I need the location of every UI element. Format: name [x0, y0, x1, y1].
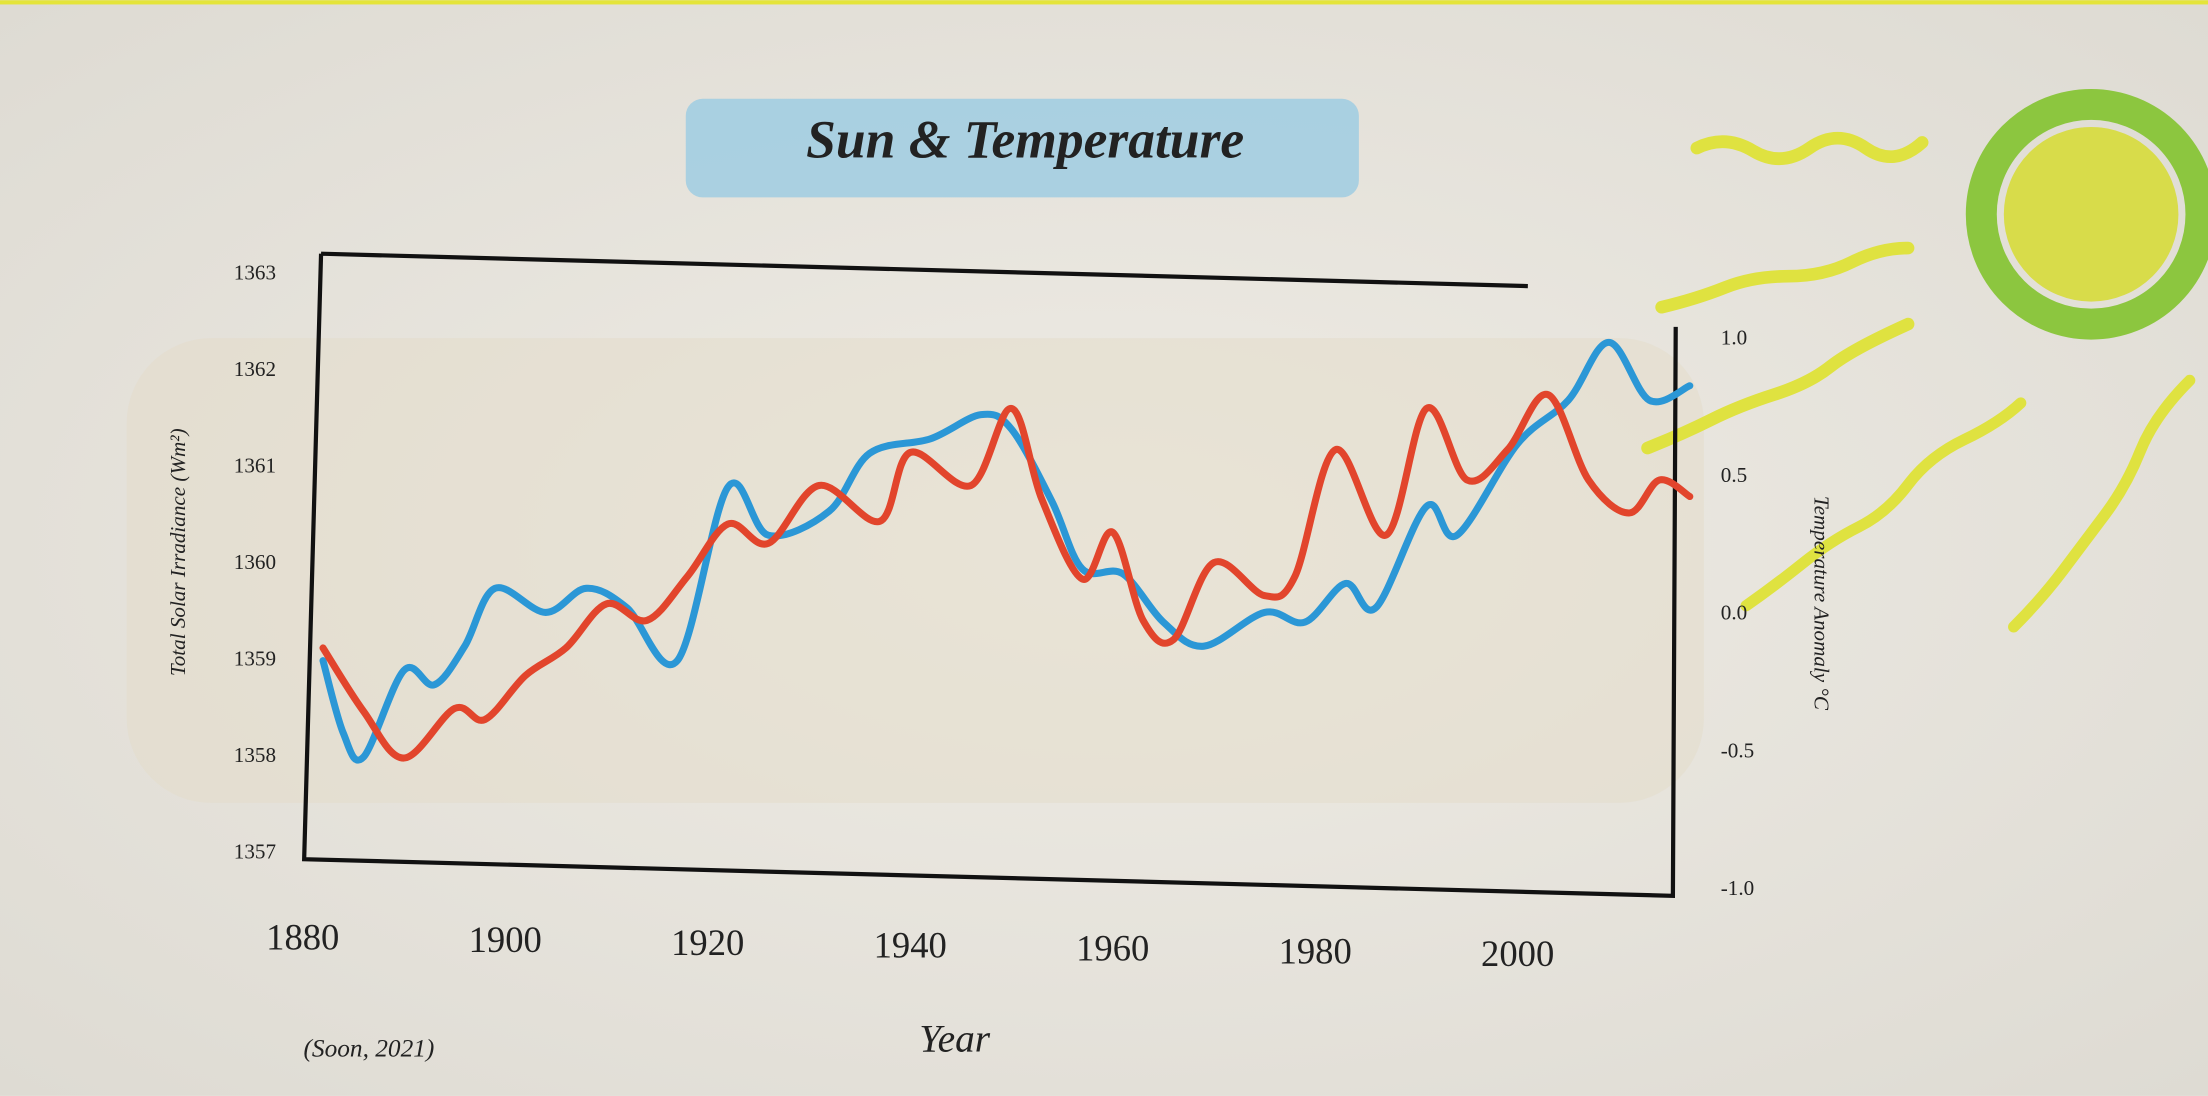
x-tick-label: 2000 [1481, 933, 1554, 974]
x-tick-label: 1980 [1279, 930, 1352, 971]
y-tick-label: 1362 [234, 357, 276, 381]
y2-tick-label: 1.0 [1721, 325, 1747, 349]
x-axis-label: Year [919, 1016, 990, 1060]
x-tick-label: 1940 [874, 925, 947, 966]
sun-ring [1965, 88, 2208, 340]
line-series [319, 391, 1694, 762]
y2-tick-label: 0.5 [1721, 463, 1747, 487]
x-tick-label: 1880 [266, 916, 339, 957]
chart-title: Sun & Temperature [806, 110, 1244, 170]
y-tick-label: 1363 [234, 261, 276, 285]
y-tick-label: 1359 [234, 646, 276, 670]
sun-drawing [1641, 88, 2208, 633]
sun-core [2003, 126, 2179, 302]
title-highlight [685, 98, 1359, 198]
plot-frame [301, 251, 1678, 898]
sun-ray [1740, 397, 2027, 612]
top-edge [0, 0, 2208, 5]
sun-ray [1655, 241, 1915, 314]
y2-tick-label: -0.5 [1721, 738, 1754, 762]
line-series [319, 338, 1694, 764]
x-tick-label: 1900 [469, 919, 542, 960]
y-tick-label: 1360 [234, 550, 276, 574]
paint-wash [126, 338, 1704, 803]
source-annotation: (Soon, 2021) [304, 1035, 435, 1063]
y-tick-label: 1361 [234, 454, 276, 478]
sun-ray [1690, 132, 1929, 165]
sun-ray [2008, 374, 2196, 633]
y-tick-label: 1357 [234, 839, 276, 863]
x-tick-label: 1920 [671, 922, 744, 963]
sun-ray [1641, 317, 1915, 455]
y2-axis-label: Temperature Anomaly °C [1810, 496, 1834, 711]
y2-tick-label: 0.0 [1721, 601, 1747, 625]
y-axis-label: Total Solar Irradiance (Wm²) [166, 428, 190, 676]
y2-tick-label: -1.0 [1721, 876, 1754, 900]
x-tick-label: 1960 [1076, 928, 1149, 969]
y-tick-label: 1358 [234, 743, 276, 767]
